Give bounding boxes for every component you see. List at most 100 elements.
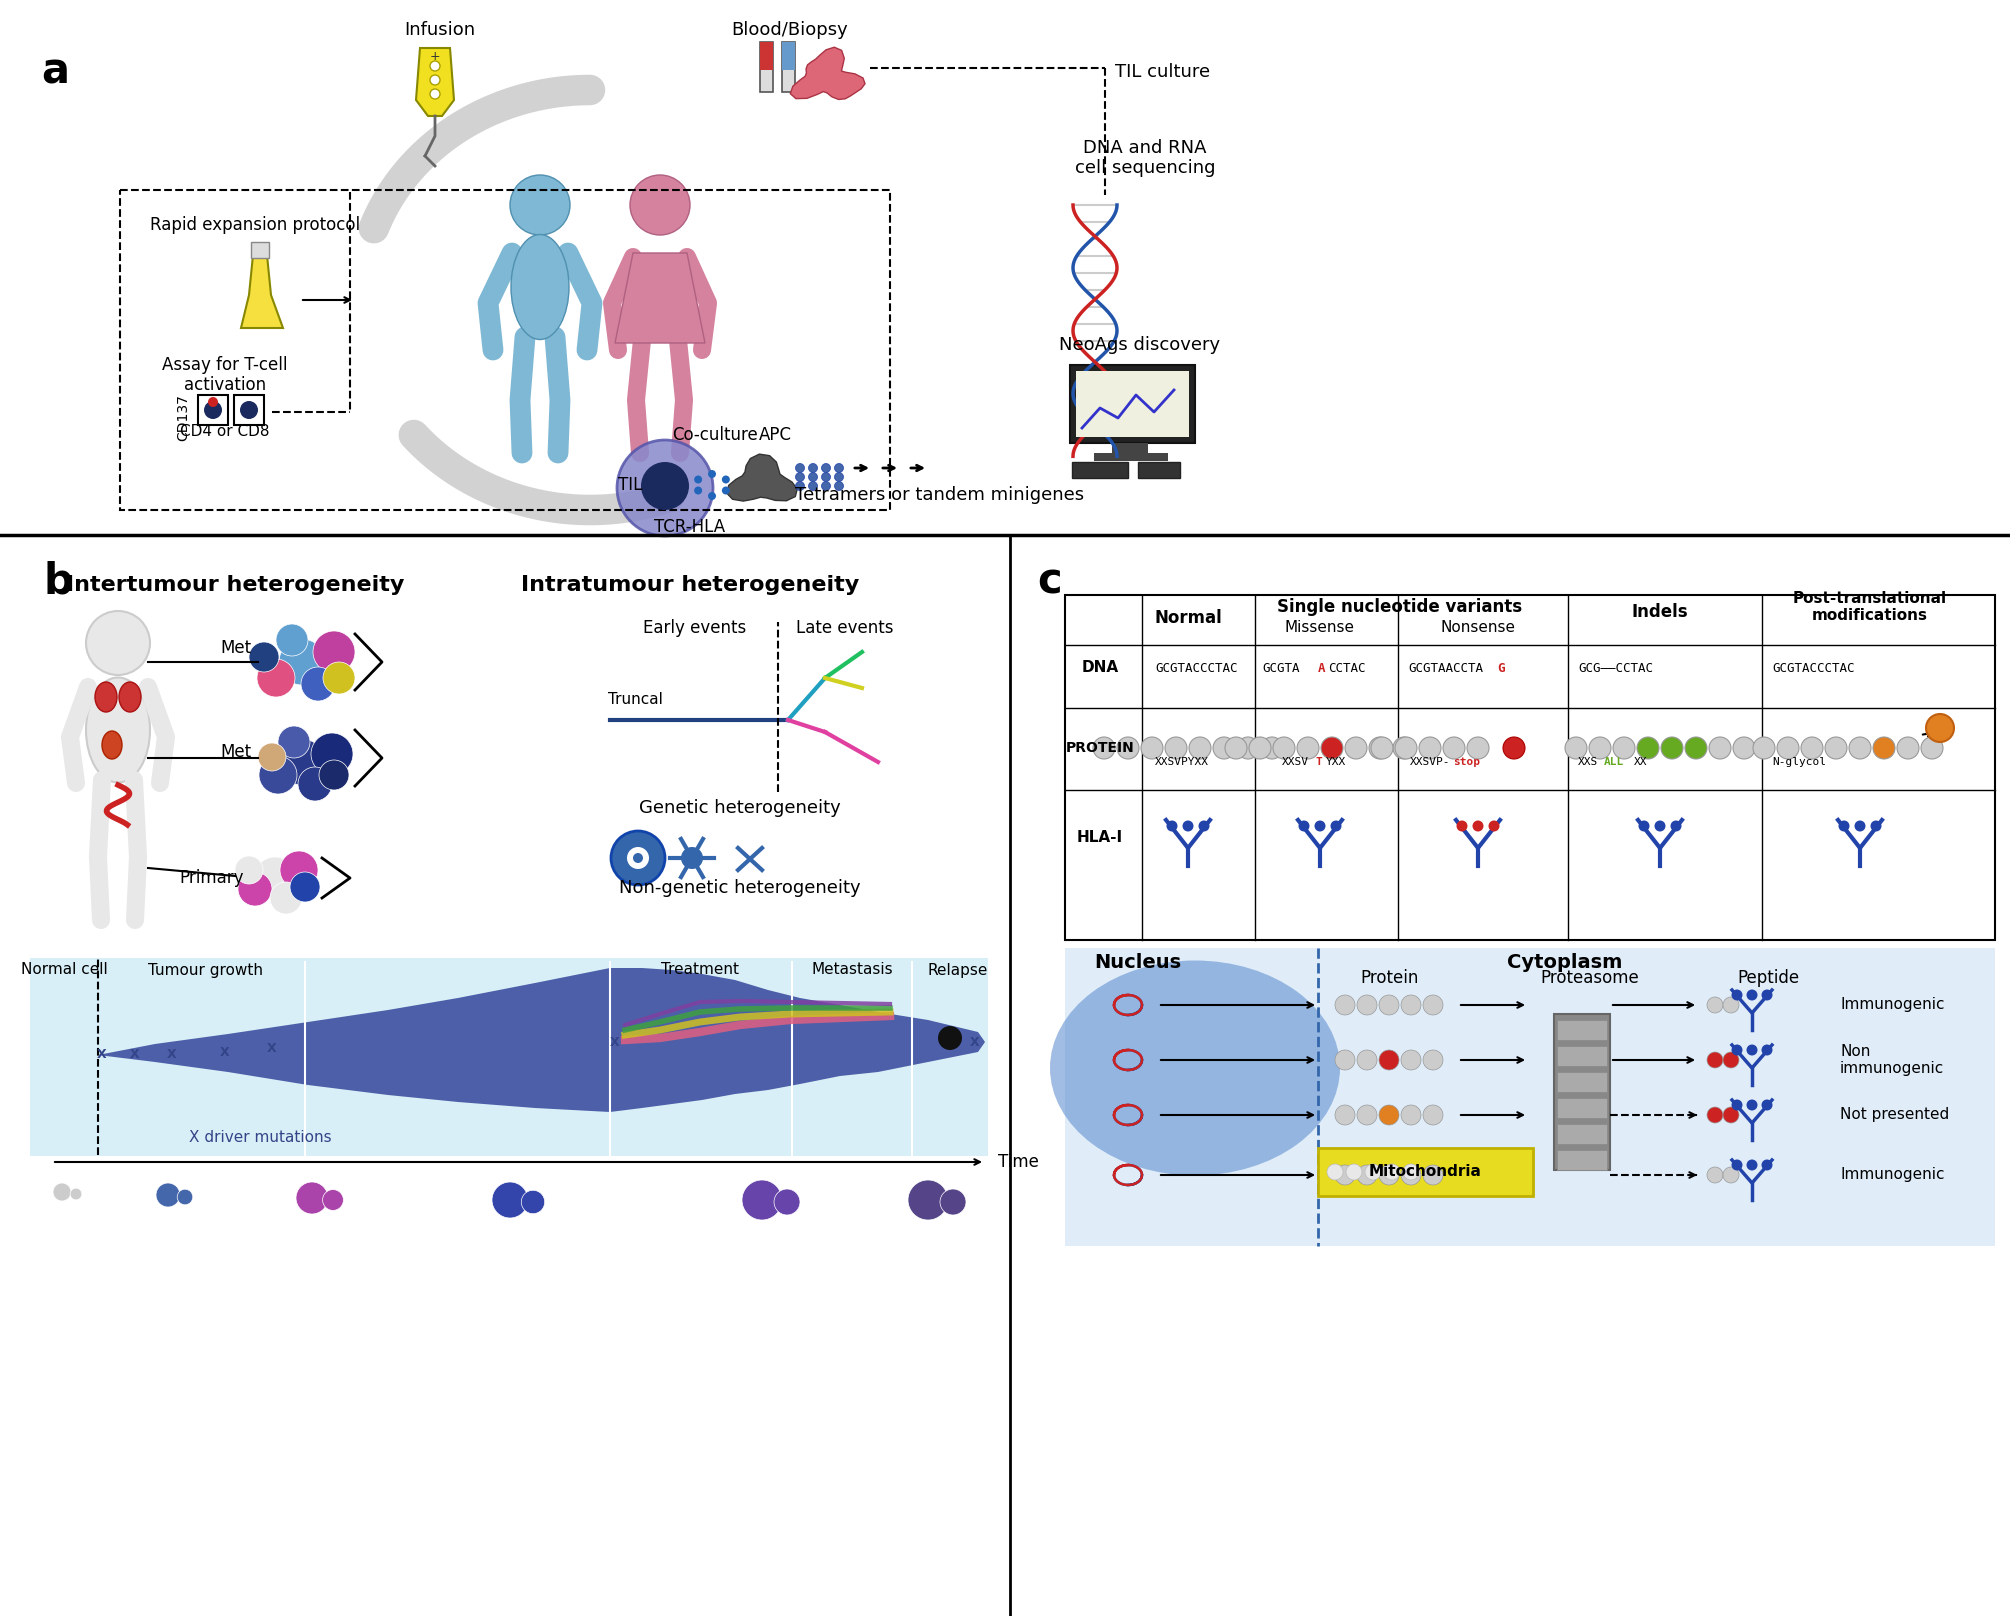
Text: Cytoplasm: Cytoplasm [1508,952,1622,971]
Text: NeoAgs discovery: NeoAgs discovery [1059,336,1220,354]
Bar [1093,452,1168,461]
Bar [1558,1125,1608,1144]
Bar [1075,372,1190,436]
Polygon shape [728,454,798,501]
Text: Post-translational
modifications: Post-translational modifications [1793,591,1948,624]
Text: Nucleus: Nucleus [1093,952,1182,971]
Circle shape [1922,737,1944,760]
Text: Normal: Normal [1154,609,1222,627]
Circle shape [1142,737,1164,760]
Circle shape [1401,1165,1421,1185]
Text: X: X [971,1036,979,1049]
Circle shape [693,486,701,494]
Circle shape [1236,737,1258,760]
Circle shape [1706,1107,1723,1123]
Circle shape [742,1180,782,1220]
Circle shape [279,739,326,785]
Circle shape [1379,1105,1399,1125]
Circle shape [86,611,151,675]
Text: N-glycol: N-glycol [1773,756,1825,768]
Circle shape [1198,821,1210,832]
Circle shape [1926,714,1954,742]
Circle shape [796,472,804,482]
Text: Protein: Protein [1361,970,1419,987]
Text: Assay for T-cell
activation: Assay for T-cell activation [163,356,287,394]
Text: Non-genetic heterogeneity: Non-genetic heterogeneity [619,879,860,897]
Circle shape [322,1189,344,1210]
Text: a: a [40,50,68,92]
Circle shape [237,873,271,907]
Ellipse shape [1049,960,1341,1175]
Bar [760,42,774,92]
Text: CD137: CD137 [177,394,191,441]
Text: Intratumour heterogeneity: Intratumour heterogeneity [521,575,858,595]
Circle shape [1369,737,1391,760]
Circle shape [1731,1044,1743,1055]
Circle shape [1327,1164,1343,1180]
Circle shape [1777,737,1799,760]
Text: Truncal: Truncal [607,693,663,708]
Text: TIL culture: TIL culture [1116,63,1210,81]
Circle shape [941,1189,967,1215]
Bar [760,42,774,69]
Bar [1069,365,1196,443]
Circle shape [808,472,818,482]
Text: Tumour growth: Tumour growth [147,963,263,978]
Circle shape [1723,997,1739,1013]
Circle shape [1747,1099,1757,1110]
Circle shape [1166,737,1188,760]
Circle shape [1761,1044,1773,1055]
Circle shape [611,831,665,886]
Text: Mitochondria: Mitochondria [1369,1165,1481,1180]
Circle shape [1335,1165,1355,1185]
Circle shape [1753,737,1775,760]
Circle shape [1379,1165,1399,1185]
Circle shape [681,847,704,869]
Circle shape [939,1026,963,1050]
Text: A: A [1319,661,1325,674]
Circle shape [1321,737,1343,760]
Text: DNA and RNA
cell sequencing: DNA and RNA cell sequencing [1075,139,1216,178]
Text: Time: Time [999,1152,1039,1172]
Bar [1065,595,1996,941]
Text: GCGTAACCTA: GCGTAACCTA [1407,661,1483,674]
Circle shape [1654,821,1666,832]
Text: Met: Met [221,743,251,761]
Circle shape [1473,821,1483,832]
Circle shape [253,856,295,898]
Circle shape [1747,989,1757,1000]
Circle shape [257,659,295,696]
Circle shape [521,1191,545,1214]
Circle shape [1723,1052,1739,1068]
Text: Rapid expansion protocol: Rapid expansion protocol [151,217,360,234]
Circle shape [430,74,440,86]
Text: GCGTACCCTAC: GCGTACCCTAC [1773,661,1855,674]
Circle shape [834,482,844,491]
Bar [1554,1013,1610,1170]
Circle shape [430,61,440,71]
Bar [782,42,796,92]
Ellipse shape [511,234,569,339]
Bar [1558,1097,1608,1118]
Circle shape [1379,1050,1399,1070]
Text: Early events: Early events [643,619,746,637]
Text: Co-culture: Co-culture [671,427,758,444]
Circle shape [1706,997,1723,1013]
Text: stop: stop [1453,756,1479,768]
Circle shape [1871,821,1881,832]
Circle shape [722,486,730,494]
Polygon shape [790,47,864,100]
Circle shape [1423,1050,1443,1070]
Text: CD4 or CD8: CD4 or CD8 [181,425,269,440]
Text: +: + [430,50,440,63]
Circle shape [1566,737,1588,760]
Circle shape [1423,995,1443,1015]
Text: Intertumour heterogeneity: Intertumour heterogeneity [66,575,404,595]
Text: X: X [96,1049,107,1062]
Text: XXSV: XXSV [1282,756,1309,768]
Bar [1558,1151,1608,1170]
Text: HLA-I: HLA-I [1077,831,1124,845]
Circle shape [492,1181,529,1218]
Circle shape [1347,1164,1363,1180]
Circle shape [1731,1099,1743,1110]
